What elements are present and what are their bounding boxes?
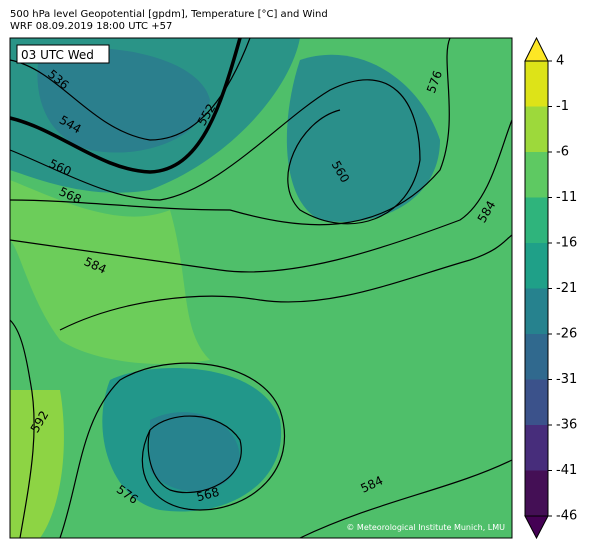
colorbar-tick-label: -6 [556,145,569,160]
cold-core [150,412,240,492]
colorbar-tick-label: -1 [556,99,569,114]
map: 03 UTC Wed © Meteorological Institute Mu… [9,37,513,539]
colorbar-tick-label: -36 [556,418,577,433]
colorbar-band [525,379,548,425]
colorbar-tick-label: -11 [556,190,577,205]
time-box [16,44,110,64]
time-label: 03 UTC Wed [21,48,94,62]
colorbar-tick-label: -16 [556,236,577,251]
colorbar-tick-label: -26 [556,327,577,342]
colorbar-tick-label: -21 [556,281,577,296]
map-frame [9,37,513,539]
colorbar-under [524,515,549,540]
colorbar-tick-label: 4 [556,54,564,69]
credit: © Meteorological Institute Munich, LMU [346,523,505,532]
colorbar-tick-label: -31 [556,372,577,387]
warm-area [10,390,64,538]
colorbar-band [525,470,548,516]
subtitle: WRF 08.09.2019 18:00 UTC +57 [10,21,172,32]
colorbar-band [525,288,548,334]
colorbar-over [524,36,549,62]
warm-area [10,180,210,364]
colorbar-band [525,243,548,289]
colorbar-band [525,106,548,152]
contour-label: 568 [195,485,221,504]
colorbar-band [525,197,548,243]
colorbar-band [525,425,548,471]
colorbar-tick-label: -41 [556,463,577,478]
colorbar-band [525,334,548,380]
colorbar-tick-label: -46 [556,509,577,524]
colorbar-band [525,61,548,107]
colorbar-band [525,152,548,198]
cold-area [286,54,440,222]
contours [9,37,513,539]
cold-core [37,47,210,153]
title: 500 hPa level Geopotential [gpdm], Tempe… [10,9,328,20]
